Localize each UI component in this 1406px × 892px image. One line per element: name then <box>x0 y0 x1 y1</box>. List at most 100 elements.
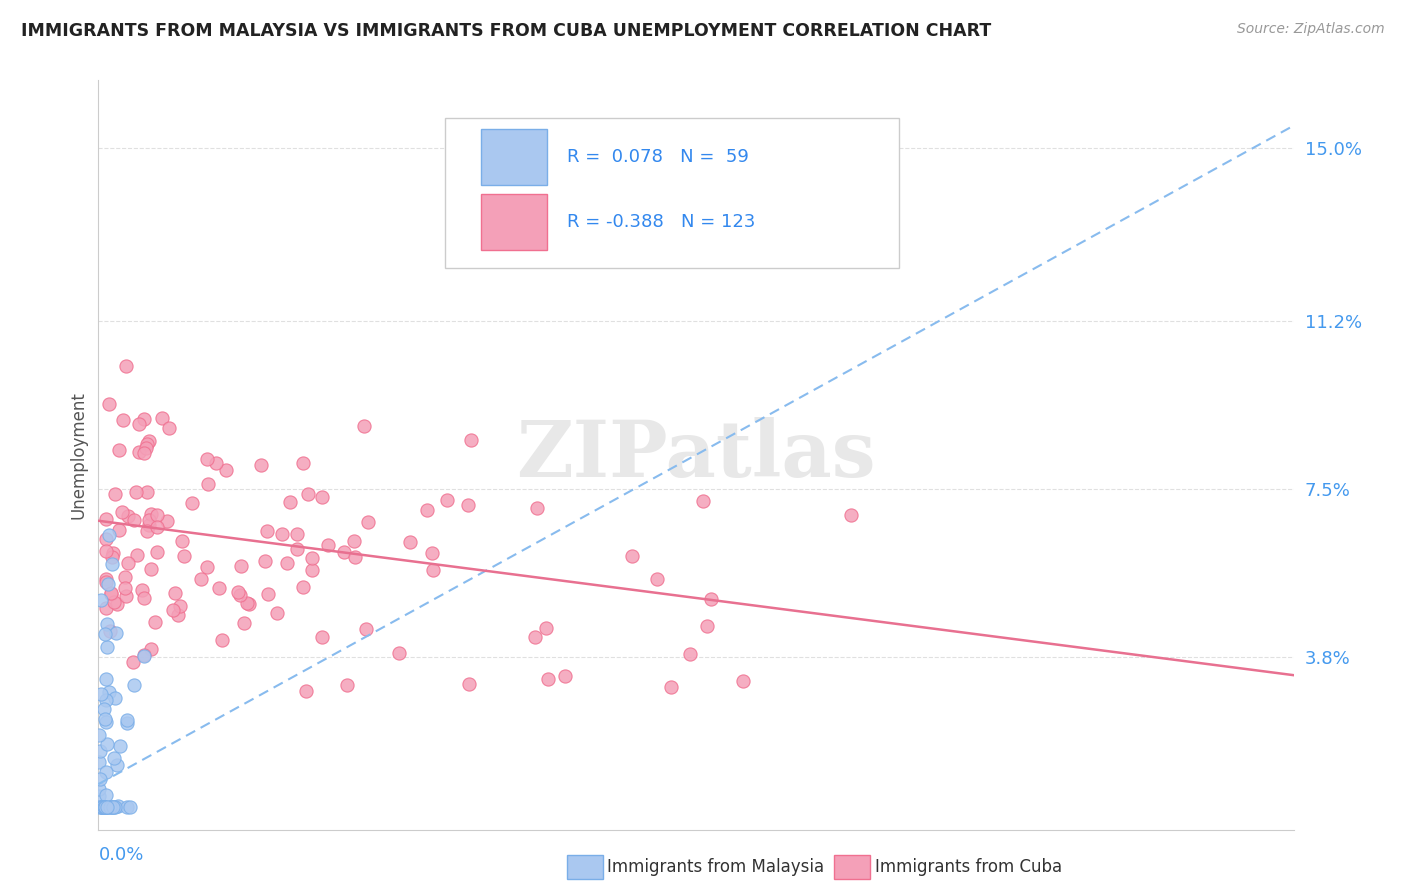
Point <box>100 587 122 601</box>
Point <box>215 463 238 477</box>
Point <box>115 359 138 373</box>
Point <box>301 563 323 577</box>
Point <box>420 546 443 560</box>
Point <box>103 750 125 764</box>
Point <box>94 544 117 558</box>
Point <box>117 557 139 571</box>
Point <box>238 597 260 611</box>
Point <box>89 800 111 814</box>
Point <box>333 544 356 558</box>
Point <box>388 646 411 660</box>
Point <box>457 498 479 512</box>
Text: R = -0.388   N = 123: R = -0.388 N = 123 <box>567 213 755 231</box>
Point <box>271 526 294 541</box>
Point <box>139 507 162 521</box>
Point <box>134 648 156 663</box>
Point <box>208 581 231 595</box>
Point <box>311 490 333 504</box>
Point <box>136 484 159 499</box>
Point <box>135 437 157 451</box>
Point <box>98 685 121 699</box>
Point <box>100 800 122 814</box>
Point <box>108 442 131 457</box>
Point <box>104 690 127 705</box>
Point <box>91 800 114 814</box>
Point <box>101 557 124 571</box>
Point <box>276 556 298 570</box>
Point <box>94 800 117 814</box>
Point <box>94 572 117 586</box>
Point <box>101 549 124 564</box>
Point <box>415 502 437 516</box>
Point <box>104 626 127 640</box>
Point <box>399 535 422 549</box>
Point <box>311 630 333 644</box>
Point <box>257 587 280 601</box>
Point <box>94 800 117 814</box>
Point <box>90 593 112 607</box>
Point <box>554 669 576 683</box>
Point <box>97 577 120 591</box>
Point <box>120 800 142 814</box>
Point <box>233 616 256 631</box>
Point <box>100 800 122 814</box>
Point <box>156 514 179 528</box>
Point <box>96 800 118 814</box>
FancyBboxPatch shape <box>481 129 547 186</box>
Point <box>278 495 301 509</box>
Point <box>458 677 481 691</box>
Point <box>94 713 117 727</box>
Point <box>621 549 644 563</box>
Point <box>93 800 115 814</box>
Point <box>105 598 128 612</box>
Point <box>195 560 218 574</box>
Point <box>170 533 193 548</box>
Point <box>90 800 112 814</box>
Point <box>94 693 117 707</box>
Point <box>354 622 377 636</box>
Point <box>131 582 153 597</box>
Point <box>97 800 120 814</box>
Point <box>190 572 212 586</box>
Point <box>696 619 718 633</box>
Point <box>89 744 111 758</box>
Point <box>94 800 117 814</box>
Point <box>167 607 190 622</box>
Point <box>114 570 136 584</box>
Point <box>143 615 166 630</box>
Point <box>93 702 115 716</box>
Point <box>173 549 195 563</box>
Point <box>94 672 117 686</box>
Point <box>138 512 160 526</box>
Point <box>103 594 125 608</box>
Point <box>107 799 129 814</box>
Point <box>537 672 560 686</box>
Point <box>316 538 339 552</box>
Point <box>357 515 380 529</box>
Point <box>94 574 117 589</box>
Point <box>163 586 186 600</box>
Text: Immigrants from Cuba: Immigrants from Cuba <box>875 858 1062 876</box>
Point <box>197 476 219 491</box>
Point <box>122 678 145 692</box>
Point <box>125 484 148 499</box>
Text: R =  0.078   N =  59: R = 0.078 N = 59 <box>567 148 749 166</box>
Point <box>94 532 117 546</box>
Point <box>96 616 118 631</box>
Point <box>104 487 127 501</box>
Point <box>103 800 125 814</box>
Point <box>301 550 323 565</box>
Point <box>138 434 160 448</box>
Point <box>285 527 308 541</box>
Point <box>150 411 173 425</box>
Point <box>700 591 723 606</box>
Point <box>335 678 357 692</box>
Point <box>162 603 184 617</box>
Point <box>122 656 145 670</box>
Point <box>249 458 271 472</box>
Point <box>96 800 118 814</box>
Point <box>128 417 150 431</box>
Point <box>91 800 114 814</box>
Point <box>138 518 160 533</box>
Text: ZIPatlas: ZIPatlas <box>516 417 876 493</box>
